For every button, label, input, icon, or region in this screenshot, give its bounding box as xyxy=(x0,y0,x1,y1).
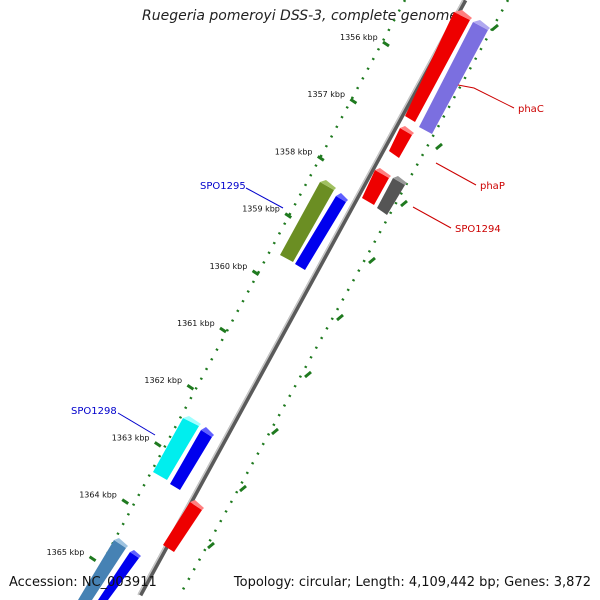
label-SPO1298[interactable]: SPO1298 xyxy=(71,406,117,417)
gene-blue-lower[interactable] xyxy=(98,550,141,600)
gene-phaP[interactable] xyxy=(389,126,414,158)
ruler-label: 1362 kbp xyxy=(144,376,182,385)
ruler-label: 1357 kbp xyxy=(307,90,345,99)
SPO1298-leader xyxy=(117,412,156,436)
gene-steelblue-lower[interactable] xyxy=(78,538,128,600)
ruler-label: 1363 kbp xyxy=(112,433,150,442)
ruler-tick xyxy=(382,40,390,48)
accession-label: Accession: NC_003911 xyxy=(9,575,157,590)
gene-SPO1294[interactable] xyxy=(377,176,407,215)
genome-backbone-highlight xyxy=(137,0,464,596)
gene-phaC[interactable] xyxy=(405,10,472,122)
gene-SPO1295[interactable] xyxy=(280,180,336,262)
ruler-tick xyxy=(88,555,97,563)
ruler-tick xyxy=(219,326,227,334)
ruler-labels: 1356 kbp 1357 kbp 1358 kbp 1359 kbp 1360 kbp… xyxy=(47,33,378,557)
ruler-label: 1361 kbp xyxy=(177,319,215,328)
ruler-label: 1360 kbp xyxy=(210,262,248,271)
ruler-tick xyxy=(316,155,325,162)
ruler-tick xyxy=(284,212,293,219)
ruler-tick xyxy=(153,441,162,448)
ruler-label: 1365 kbp xyxy=(47,548,85,557)
ruler-tick xyxy=(186,383,195,391)
outer-dotted-ring xyxy=(83,0,407,596)
map-title: Ruegeria pomeroyi DSS-3, complete genome xyxy=(142,8,458,24)
phaC-leader xyxy=(457,84,515,109)
label-SPO1295[interactable]: SPO1295 xyxy=(200,181,246,192)
ruler-tick xyxy=(121,498,130,505)
ruler-label: 1358 kbp xyxy=(275,147,313,156)
ruler-label: 1359 kbp xyxy=(242,205,280,214)
gene-SPO1294-red[interactable] xyxy=(362,168,391,205)
phaP-leader xyxy=(435,162,477,186)
gene-red-lower[interactable] xyxy=(163,500,204,552)
ruler-ticks xyxy=(88,40,390,563)
gene-SPO1298-cds[interactable] xyxy=(170,427,214,490)
label-SPO1294[interactable]: SPO1294 xyxy=(455,224,501,235)
label-phaP[interactable]: phaP xyxy=(480,181,505,192)
gene-SPO1298[interactable] xyxy=(153,416,201,480)
topology-label: Topology: circular; Length: 4,109,442 bp… xyxy=(233,575,591,590)
ruler-tick xyxy=(349,97,358,105)
inner-ring-ticks xyxy=(207,23,499,550)
SPO1294-leader xyxy=(412,206,452,229)
ruler-label: 1356 kbp xyxy=(340,33,378,42)
ruler-tick xyxy=(251,269,260,277)
label-phaC[interactable]: phaC xyxy=(518,104,544,115)
ruler-label: 1364 kbp xyxy=(79,491,117,500)
genome-backbone xyxy=(137,0,468,597)
gene-phaC-cds[interactable] xyxy=(419,20,490,134)
SPO1295-leader xyxy=(245,187,284,209)
gene-SPO1295-cds[interactable] xyxy=(295,193,348,270)
